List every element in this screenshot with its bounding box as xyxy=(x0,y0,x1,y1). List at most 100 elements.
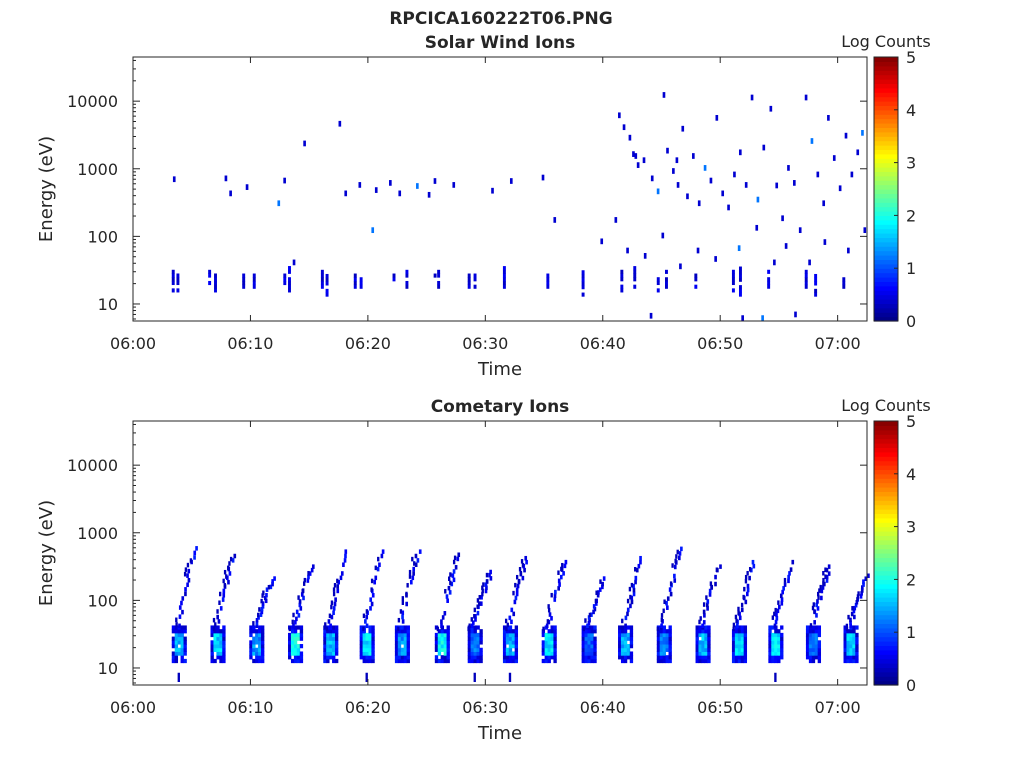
cometary-cell xyxy=(443,644,447,649)
cometary-cell xyxy=(594,598,598,604)
solar-wind-cell xyxy=(467,277,471,282)
solar-wind-cell xyxy=(176,288,180,293)
solar-wind-cell xyxy=(374,187,378,193)
cometary-cell xyxy=(171,636,176,641)
cometary-cell xyxy=(334,658,339,664)
cometary-cell xyxy=(218,600,221,605)
cometary-cell xyxy=(450,581,454,587)
cometary-cell xyxy=(660,617,663,623)
cometary-cell xyxy=(547,651,551,656)
cometary-cell xyxy=(843,636,847,641)
cometary-cell xyxy=(771,647,775,652)
cometary-cell xyxy=(701,651,705,656)
cometary-cell xyxy=(334,636,339,641)
solar-wind-cell xyxy=(775,182,779,189)
cometary-cell xyxy=(668,655,672,660)
solar-wind-cell xyxy=(856,149,860,156)
cometary-cell xyxy=(808,651,813,656)
solar-wind-cell xyxy=(242,273,246,278)
cometary-cell xyxy=(470,651,474,656)
cometary-cell xyxy=(541,640,546,645)
cometary-cell xyxy=(808,658,813,664)
solar-wind-cell xyxy=(665,269,668,274)
cometary-colorbar-step xyxy=(874,495,898,501)
solar-wind-cell xyxy=(681,125,685,132)
cometary-cell xyxy=(508,615,512,621)
cometary-cell xyxy=(368,629,372,634)
cometary-cell xyxy=(476,647,480,652)
cometary-cell xyxy=(850,611,854,617)
cometary-cell xyxy=(252,621,255,626)
cometary-cell xyxy=(855,647,859,652)
solar-wind-xtick-label: 06:40 xyxy=(580,334,626,353)
cometary-cell xyxy=(288,632,292,638)
cometary-cell xyxy=(745,591,749,597)
cometary-cell xyxy=(476,658,480,664)
cometary-cell xyxy=(414,562,418,568)
cometary-cell xyxy=(593,640,597,645)
cometary-cell xyxy=(255,651,259,656)
cometary-cell xyxy=(296,625,301,630)
cometary-cell xyxy=(514,625,519,630)
cometary-cell xyxy=(593,644,597,649)
cometary-cell xyxy=(362,658,366,664)
cometary-cell xyxy=(852,632,856,638)
cometary-cell xyxy=(597,590,600,595)
cometary-cell xyxy=(736,623,739,629)
cometary-cell xyxy=(440,658,445,664)
cometary-cell xyxy=(311,564,315,569)
cometary-cell xyxy=(371,651,375,656)
cometary-cell xyxy=(550,629,554,634)
cometary-cell xyxy=(789,567,793,572)
cometary-cell xyxy=(623,644,628,649)
cometary-cell xyxy=(780,644,784,649)
cometary-cell xyxy=(698,647,702,652)
cometary-cell xyxy=(252,658,256,664)
cometary-cell xyxy=(659,629,664,634)
cometary-cell xyxy=(434,644,439,649)
cometary-cell xyxy=(771,644,775,649)
cometary-cell xyxy=(788,571,791,576)
cometary-cell xyxy=(332,636,336,641)
cometary-cell xyxy=(293,655,298,660)
cometary-cell xyxy=(698,625,702,630)
cometary-colorbar-tick-label: 3 xyxy=(906,518,916,537)
cometary-cell xyxy=(446,658,450,664)
solar-wind-cell xyxy=(731,269,735,274)
cometary-cell xyxy=(222,593,226,598)
cometary-cell xyxy=(397,651,402,656)
cometary-cell xyxy=(740,636,745,641)
cometary-cell xyxy=(845,626,849,632)
cometary-colorbar-step xyxy=(874,597,898,602)
cometary-cell xyxy=(545,623,549,629)
cometary-cell xyxy=(180,644,184,649)
solar-wind-colorbar-step xyxy=(874,83,898,89)
cometary-colorbar-step xyxy=(874,513,898,519)
solar-wind-cell xyxy=(656,280,660,286)
cometary-cell xyxy=(542,626,545,632)
cometary-cell xyxy=(846,655,850,660)
cometary-cell xyxy=(233,553,237,559)
cometary-cell xyxy=(702,620,706,625)
cometary-cell xyxy=(774,629,778,634)
cometary-cell xyxy=(768,651,772,656)
cometary-cell xyxy=(518,578,521,584)
cometary-cell xyxy=(448,576,451,582)
solar-wind-cell xyxy=(359,277,363,282)
cometary-cell xyxy=(365,623,369,629)
solar-wind-xtick-label: 07:00 xyxy=(815,334,861,353)
cometary-cell xyxy=(446,625,450,630)
cometary-cell xyxy=(843,647,847,652)
cometary-cell xyxy=(255,655,259,660)
cometary-cell xyxy=(707,644,711,649)
cometary-cell xyxy=(467,647,472,652)
solar-wind-cell xyxy=(738,273,742,279)
cometary-cell xyxy=(514,644,519,649)
cometary-cell xyxy=(257,615,260,620)
cometary-cell xyxy=(771,651,775,656)
cometary-cell xyxy=(816,599,819,604)
solar-wind-cell xyxy=(731,280,735,286)
solar-wind-cell xyxy=(358,182,362,188)
cometary-cell xyxy=(550,625,554,630)
cometary-colorbar-step xyxy=(874,504,898,510)
